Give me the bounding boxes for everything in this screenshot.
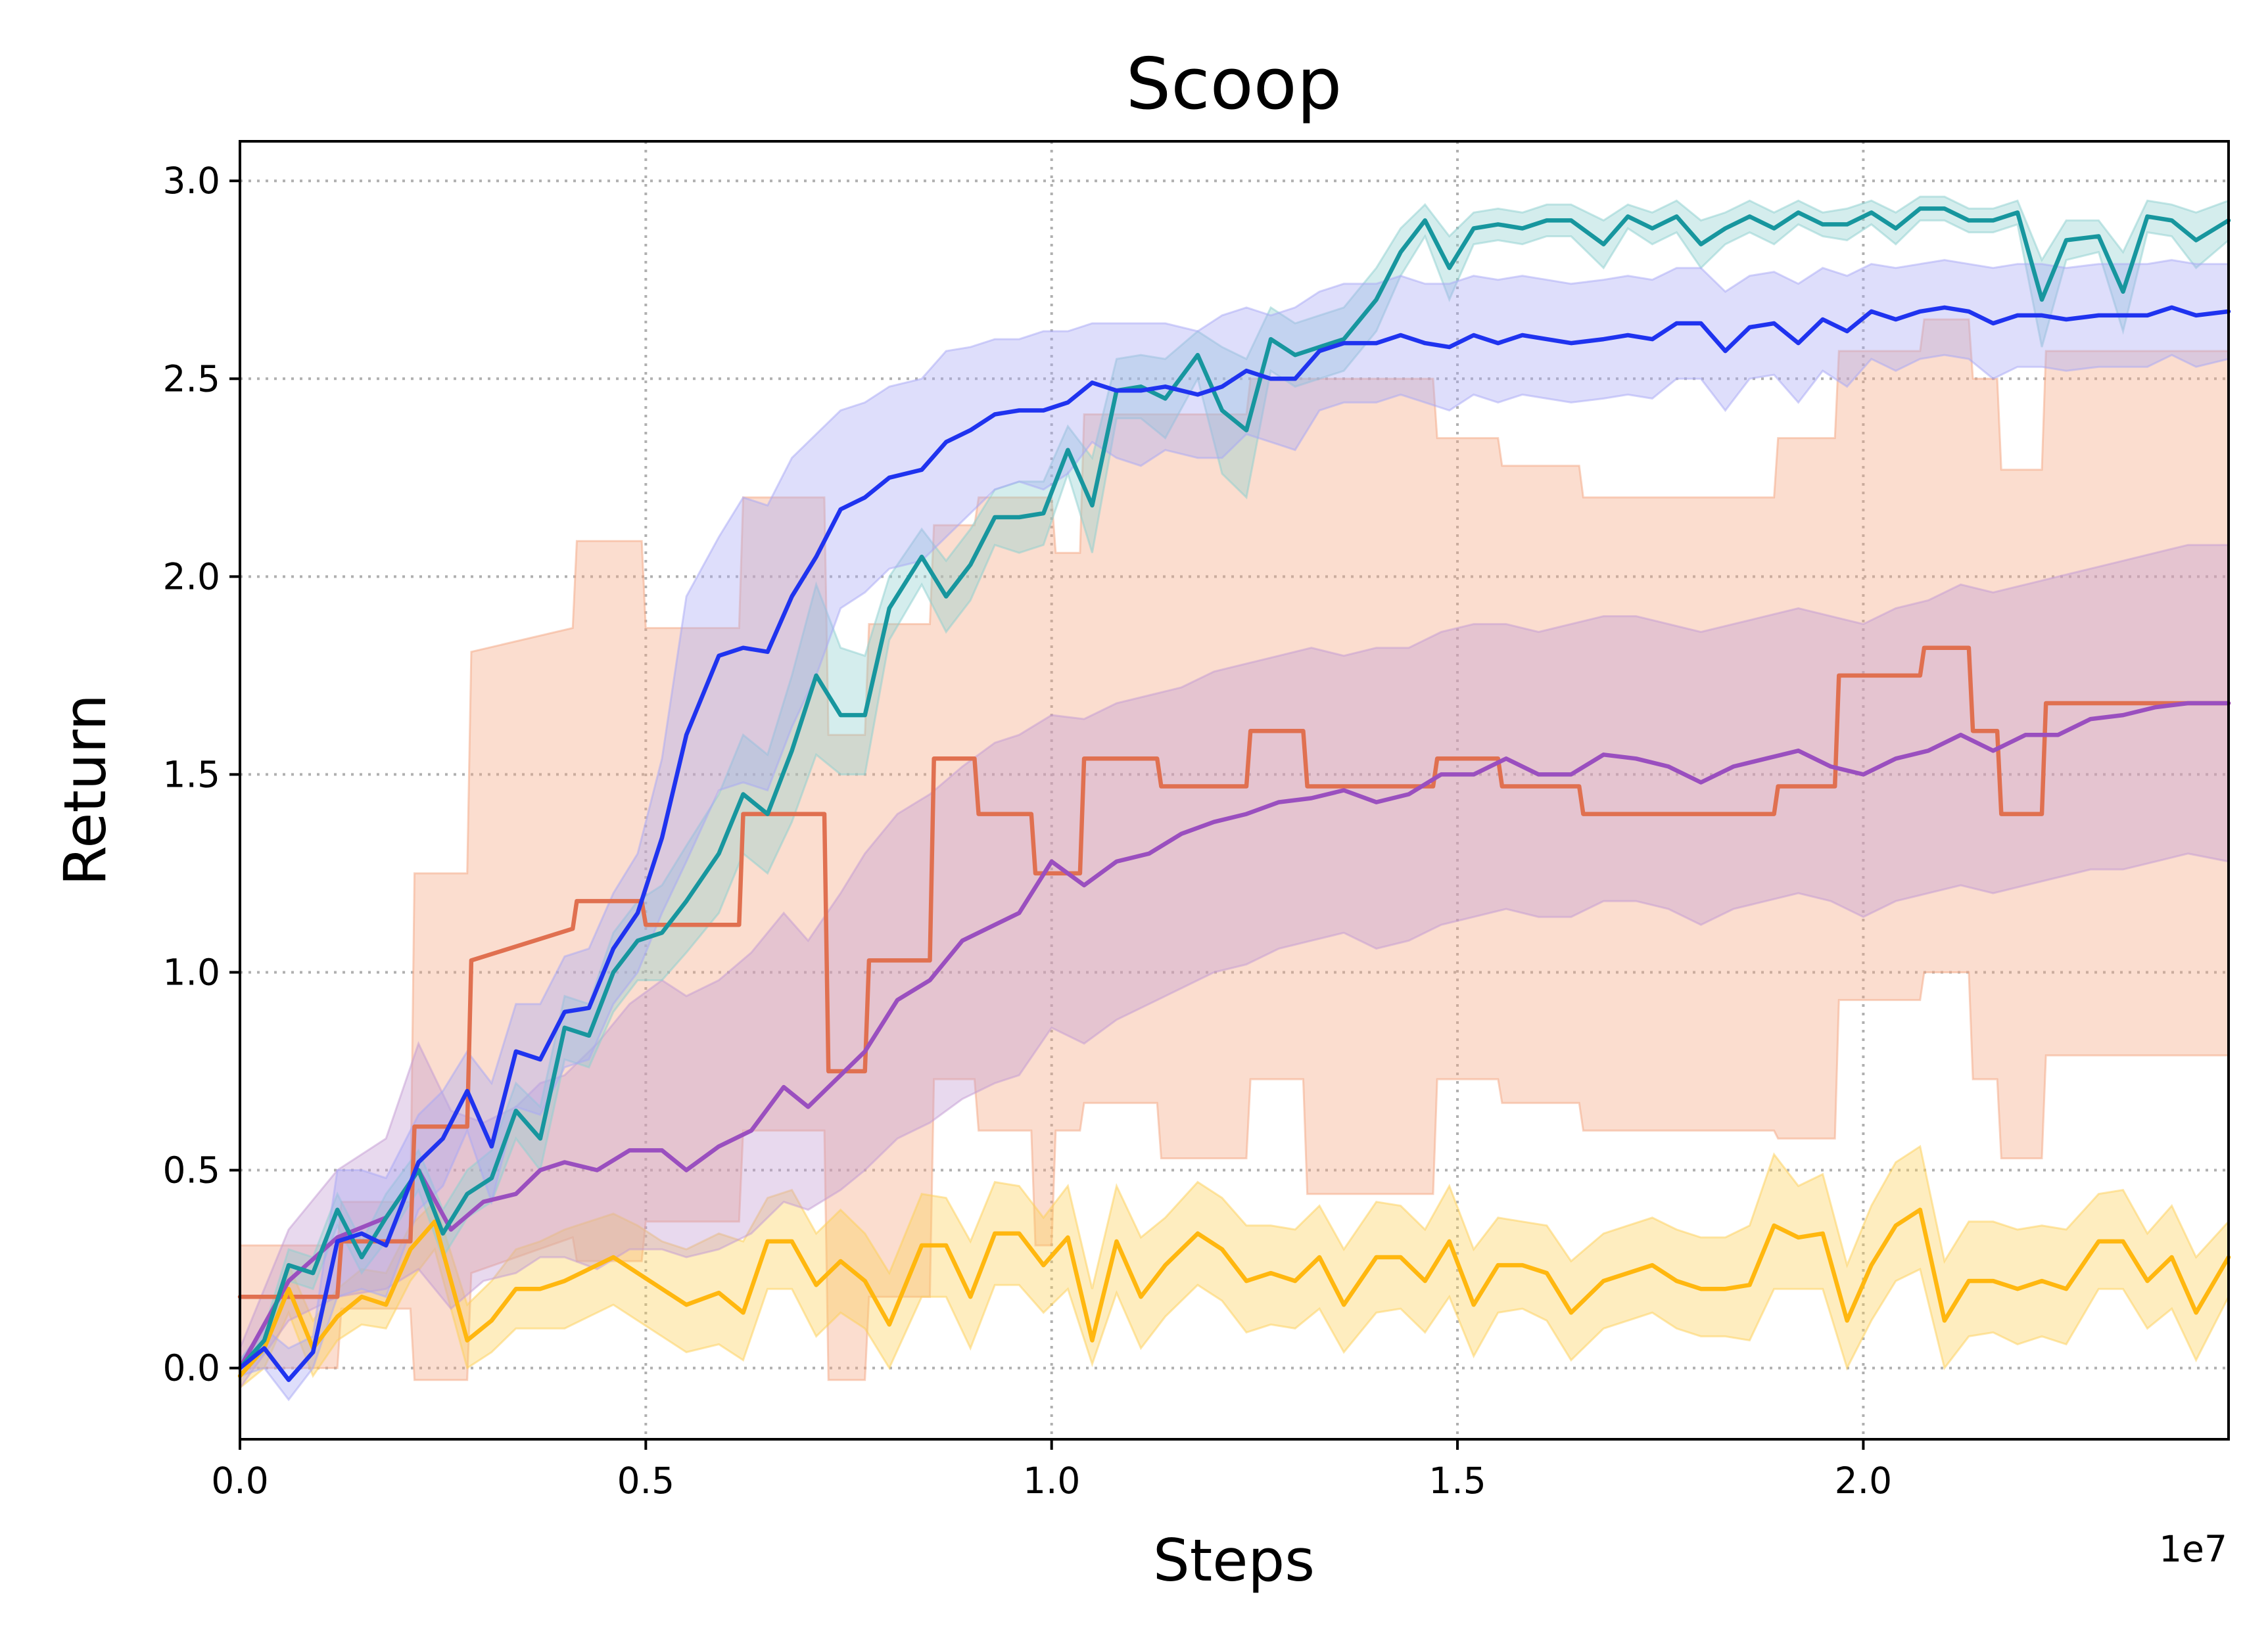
y-tick-label: 3.0 bbox=[163, 160, 220, 202]
series-lines bbox=[237, 206, 2231, 1382]
x-tick-label: 2.0 bbox=[1835, 1460, 1892, 1502]
chart-title: Scoop bbox=[1126, 43, 1342, 126]
y-axis-label: Return bbox=[51, 694, 119, 886]
x-tick-label: 1.5 bbox=[1429, 1460, 1486, 1502]
y-tick-label: 0.0 bbox=[163, 1347, 220, 1389]
plot-frame bbox=[239, 140, 2230, 1441]
y-tick-label: 0.5 bbox=[163, 1149, 220, 1192]
series-2-line bbox=[237, 701, 2231, 1370]
series-1-line bbox=[237, 1207, 2231, 1378]
x-axis-label: Steps bbox=[1153, 1527, 1315, 1594]
axis-ticks: 0.0 0.5 1.0 1.5 2.0 2.5 3.0 0.0 0.5 1.0 1.5 2.0 bbox=[163, 160, 1893, 1502]
series-0-line bbox=[237, 645, 2231, 1299]
series-3-line bbox=[237, 206, 2231, 1370]
x-tick-label: 0.0 bbox=[211, 1460, 268, 1502]
y-tick-label: 2.0 bbox=[163, 555, 220, 597]
x-tick-label: 1.0 bbox=[1023, 1460, 1080, 1502]
series-4-line bbox=[237, 305, 2231, 1382]
y-tick-label: 2.5 bbox=[163, 358, 220, 400]
y-tick-label: 1.0 bbox=[163, 951, 220, 993]
x-tick-label: 0.5 bbox=[617, 1460, 674, 1502]
x-offset-label: 1e7 bbox=[2159, 1528, 2227, 1570]
y-tick-label: 1.5 bbox=[163, 753, 220, 795]
